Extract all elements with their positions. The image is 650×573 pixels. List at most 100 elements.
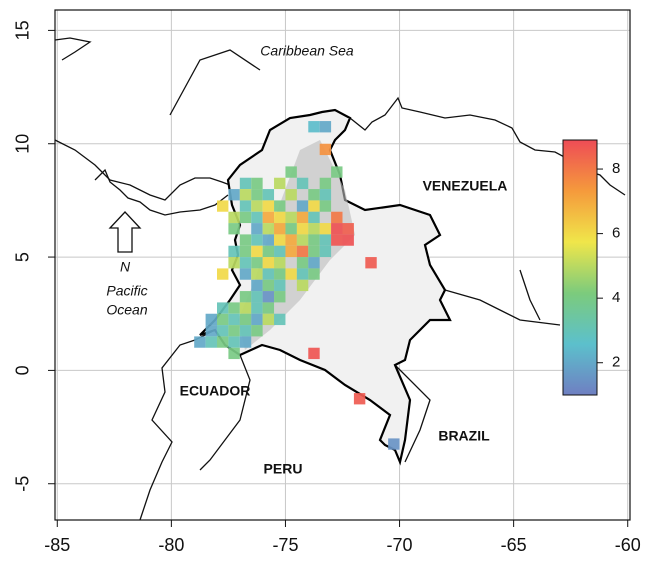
cell — [262, 302, 275, 314]
country-label: BRAZIL — [438, 428, 490, 444]
cell — [308, 268, 320, 280]
cell — [331, 166, 343, 178]
cell — [308, 245, 320, 258]
cell — [194, 336, 206, 348]
cell — [239, 257, 252, 269]
cell — [274, 234, 286, 246]
cell — [228, 257, 240, 269]
cell — [274, 211, 286, 224]
country-label: ECUADOR — [180, 383, 251, 399]
cell — [296, 211, 309, 224]
cell — [228, 189, 240, 201]
cell — [262, 189, 275, 201]
cell — [274, 245, 286, 258]
cell — [251, 313, 263, 326]
cell — [239, 189, 252, 201]
cell — [251, 291, 263, 303]
cell — [217, 336, 229, 348]
cell — [262, 291, 275, 303]
cell — [228, 347, 240, 360]
cell — [228, 336, 240, 348]
cell — [365, 257, 377, 269]
cell — [274, 223, 286, 235]
cell — [331, 211, 343, 224]
cell — [296, 177, 309, 190]
cell — [308, 347, 320, 360]
cell — [285, 268, 297, 280]
cell — [342, 234, 354, 246]
cell — [239, 211, 252, 224]
y-tick-label: 10 — [13, 134, 33, 154]
cell — [262, 200, 275, 212]
cell — [319, 177, 332, 190]
x-tick-label: -80 — [158, 535, 184, 555]
cell — [331, 223, 343, 235]
cell — [217, 268, 229, 280]
cell — [239, 245, 252, 258]
cell — [308, 200, 320, 212]
y-tick-label: 0 — [13, 365, 33, 375]
cell — [285, 245, 297, 258]
cell — [274, 268, 286, 280]
cell — [308, 257, 320, 269]
y-tick-label: -5 — [13, 476, 33, 492]
cell — [217, 325, 229, 337]
x-tick-label: -85 — [44, 535, 70, 555]
y-tick-label: 5 — [13, 252, 33, 262]
cell — [274, 200, 286, 212]
cell — [239, 313, 252, 326]
cell — [262, 211, 275, 224]
cell — [251, 223, 263, 235]
cell — [308, 189, 320, 201]
cell — [251, 325, 263, 337]
country-label: VENEZUELA — [423, 178, 508, 194]
cell — [239, 268, 252, 280]
x-tick-label: -65 — [501, 535, 527, 555]
pacific-label: Ocean — [106, 302, 147, 318]
cell — [319, 200, 332, 212]
cell — [308, 211, 320, 224]
north-label: N — [120, 259, 131, 275]
cell — [262, 313, 275, 326]
cell — [228, 223, 240, 235]
cell — [274, 279, 286, 292]
cell — [319, 234, 332, 246]
cell — [239, 177, 252, 190]
cell — [308, 121, 320, 133]
cell — [285, 223, 297, 235]
cell — [251, 302, 263, 314]
cell — [296, 257, 309, 269]
cell — [251, 245, 263, 258]
cell — [228, 313, 240, 326]
cell — [239, 200, 252, 212]
x-tick-label: -75 — [272, 535, 298, 555]
cell — [308, 234, 320, 246]
cell — [251, 211, 263, 224]
cell — [205, 336, 218, 348]
cell — [342, 223, 354, 235]
cell — [331, 234, 343, 246]
cell — [274, 291, 286, 303]
cell — [217, 200, 229, 212]
cell — [262, 245, 275, 258]
cell — [285, 189, 297, 201]
cell — [251, 268, 263, 280]
cell — [239, 325, 252, 337]
plot-frame — [54, 9, 631, 521]
cell — [251, 234, 263, 246]
cell — [296, 223, 309, 235]
north-arrow — [108, 211, 142, 253]
cell — [251, 279, 263, 292]
cell — [205, 325, 218, 337]
colorbar-tick-label: 2 — [612, 354, 620, 371]
cell — [251, 200, 263, 212]
cell — [285, 234, 297, 246]
cell — [319, 121, 332, 133]
cell — [239, 336, 252, 348]
x-tick-label: -70 — [387, 535, 413, 555]
cell — [296, 200, 309, 212]
cell — [239, 234, 252, 246]
cell — [296, 279, 309, 292]
cell — [285, 166, 297, 178]
